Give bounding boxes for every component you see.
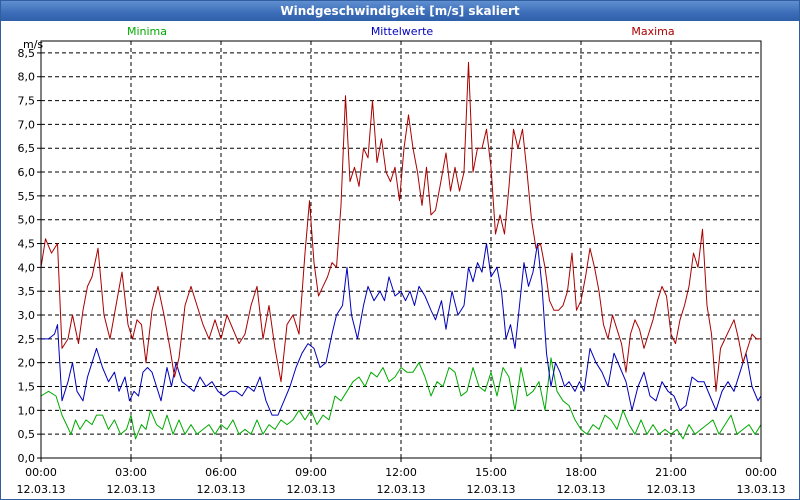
x-tick-time-label: 09:00 xyxy=(295,466,327,479)
y-tick-label: 2,5 xyxy=(18,333,36,346)
legend-minima: Minima xyxy=(127,25,167,38)
y-tick-label: 4,0 xyxy=(18,261,36,274)
series-lines xyxy=(40,61,762,440)
x-tick-time-label: 12:00 xyxy=(385,466,417,479)
y-tick-label: 0,0 xyxy=(18,452,36,465)
x-tick-time-label: 06:00 xyxy=(205,466,237,479)
y-tick-label: 2,0 xyxy=(18,357,36,370)
x-tick-time-label: 18:00 xyxy=(565,466,597,479)
y-tick-label: 5,5 xyxy=(18,190,36,203)
x-tick-time-label: 00:00 xyxy=(25,466,57,479)
chart-title: Windgeschwindigkeit [m/s] skaliert xyxy=(1,1,799,21)
y-tick-label: 0,5 xyxy=(18,428,36,441)
y-tick-label: 4,5 xyxy=(18,238,36,251)
x-tick-time-label: 21:00 xyxy=(655,466,687,479)
y-tick-label: 8,0 xyxy=(18,71,36,84)
series-line-maxima xyxy=(40,61,761,392)
x-tick-date-label: 12.03.13 xyxy=(467,483,516,496)
wind-speed-line-chart: 0,0 0,5 1,0 1,5 2,0 2,5 3,0 3,5 4,0 4,5 5,0 5,5 6,0 6… xyxy=(1,21,799,499)
x-tick-date-label: 12.03.13 xyxy=(377,483,426,496)
x-tick-date-label: 12.03.13 xyxy=(17,483,66,496)
y-tick-label: 3,0 xyxy=(18,309,36,322)
y-tick-label: 1,5 xyxy=(18,381,36,394)
y-axis-unit-label: m/s xyxy=(23,38,43,51)
x-tick-date-label: 13.03.13 xyxy=(737,483,786,496)
series-line-minima xyxy=(40,357,762,440)
y-tick-label: 6,5 xyxy=(18,142,36,155)
y-tick-label: 6,0 xyxy=(18,166,36,179)
y-tick-label: 5,0 xyxy=(18,214,36,227)
x-tick-time-label: 15:00 xyxy=(475,466,507,479)
series-line-mittelwerte xyxy=(41,243,762,416)
x-tick-date-label: 12.03.13 xyxy=(197,483,246,496)
x-tick-date-label: 12.03.13 xyxy=(557,483,606,496)
legend-mittelwerte: Mittelwerte xyxy=(371,25,434,38)
y-tick-label: 7,0 xyxy=(18,118,36,131)
plot-border-rect xyxy=(40,40,762,459)
legend-maxima: Maxima xyxy=(631,25,674,38)
x-tick-date-label: 12.03.13 xyxy=(647,483,696,496)
plot-frame xyxy=(40,40,762,459)
y-tick-label: 3,5 xyxy=(18,285,36,298)
axis-ticks: 0,0 0,5 1,0 1,5 2,0 2,5 3,0 3,5 4,0 4,5 5,0 5,5 6,0 6… xyxy=(17,47,786,496)
x-tick-date-label: 12.03.13 xyxy=(287,483,336,496)
y-tick-label: 7,5 xyxy=(18,95,36,108)
y-tick-label: 1,0 xyxy=(18,404,36,417)
x-tick-time-label: 03:00 xyxy=(115,466,147,479)
x-tick-time-label: 00:00 xyxy=(745,466,777,479)
x-tick-date-label: 12.03.13 xyxy=(107,483,156,496)
y-tick-label: 8,5 xyxy=(18,47,36,60)
